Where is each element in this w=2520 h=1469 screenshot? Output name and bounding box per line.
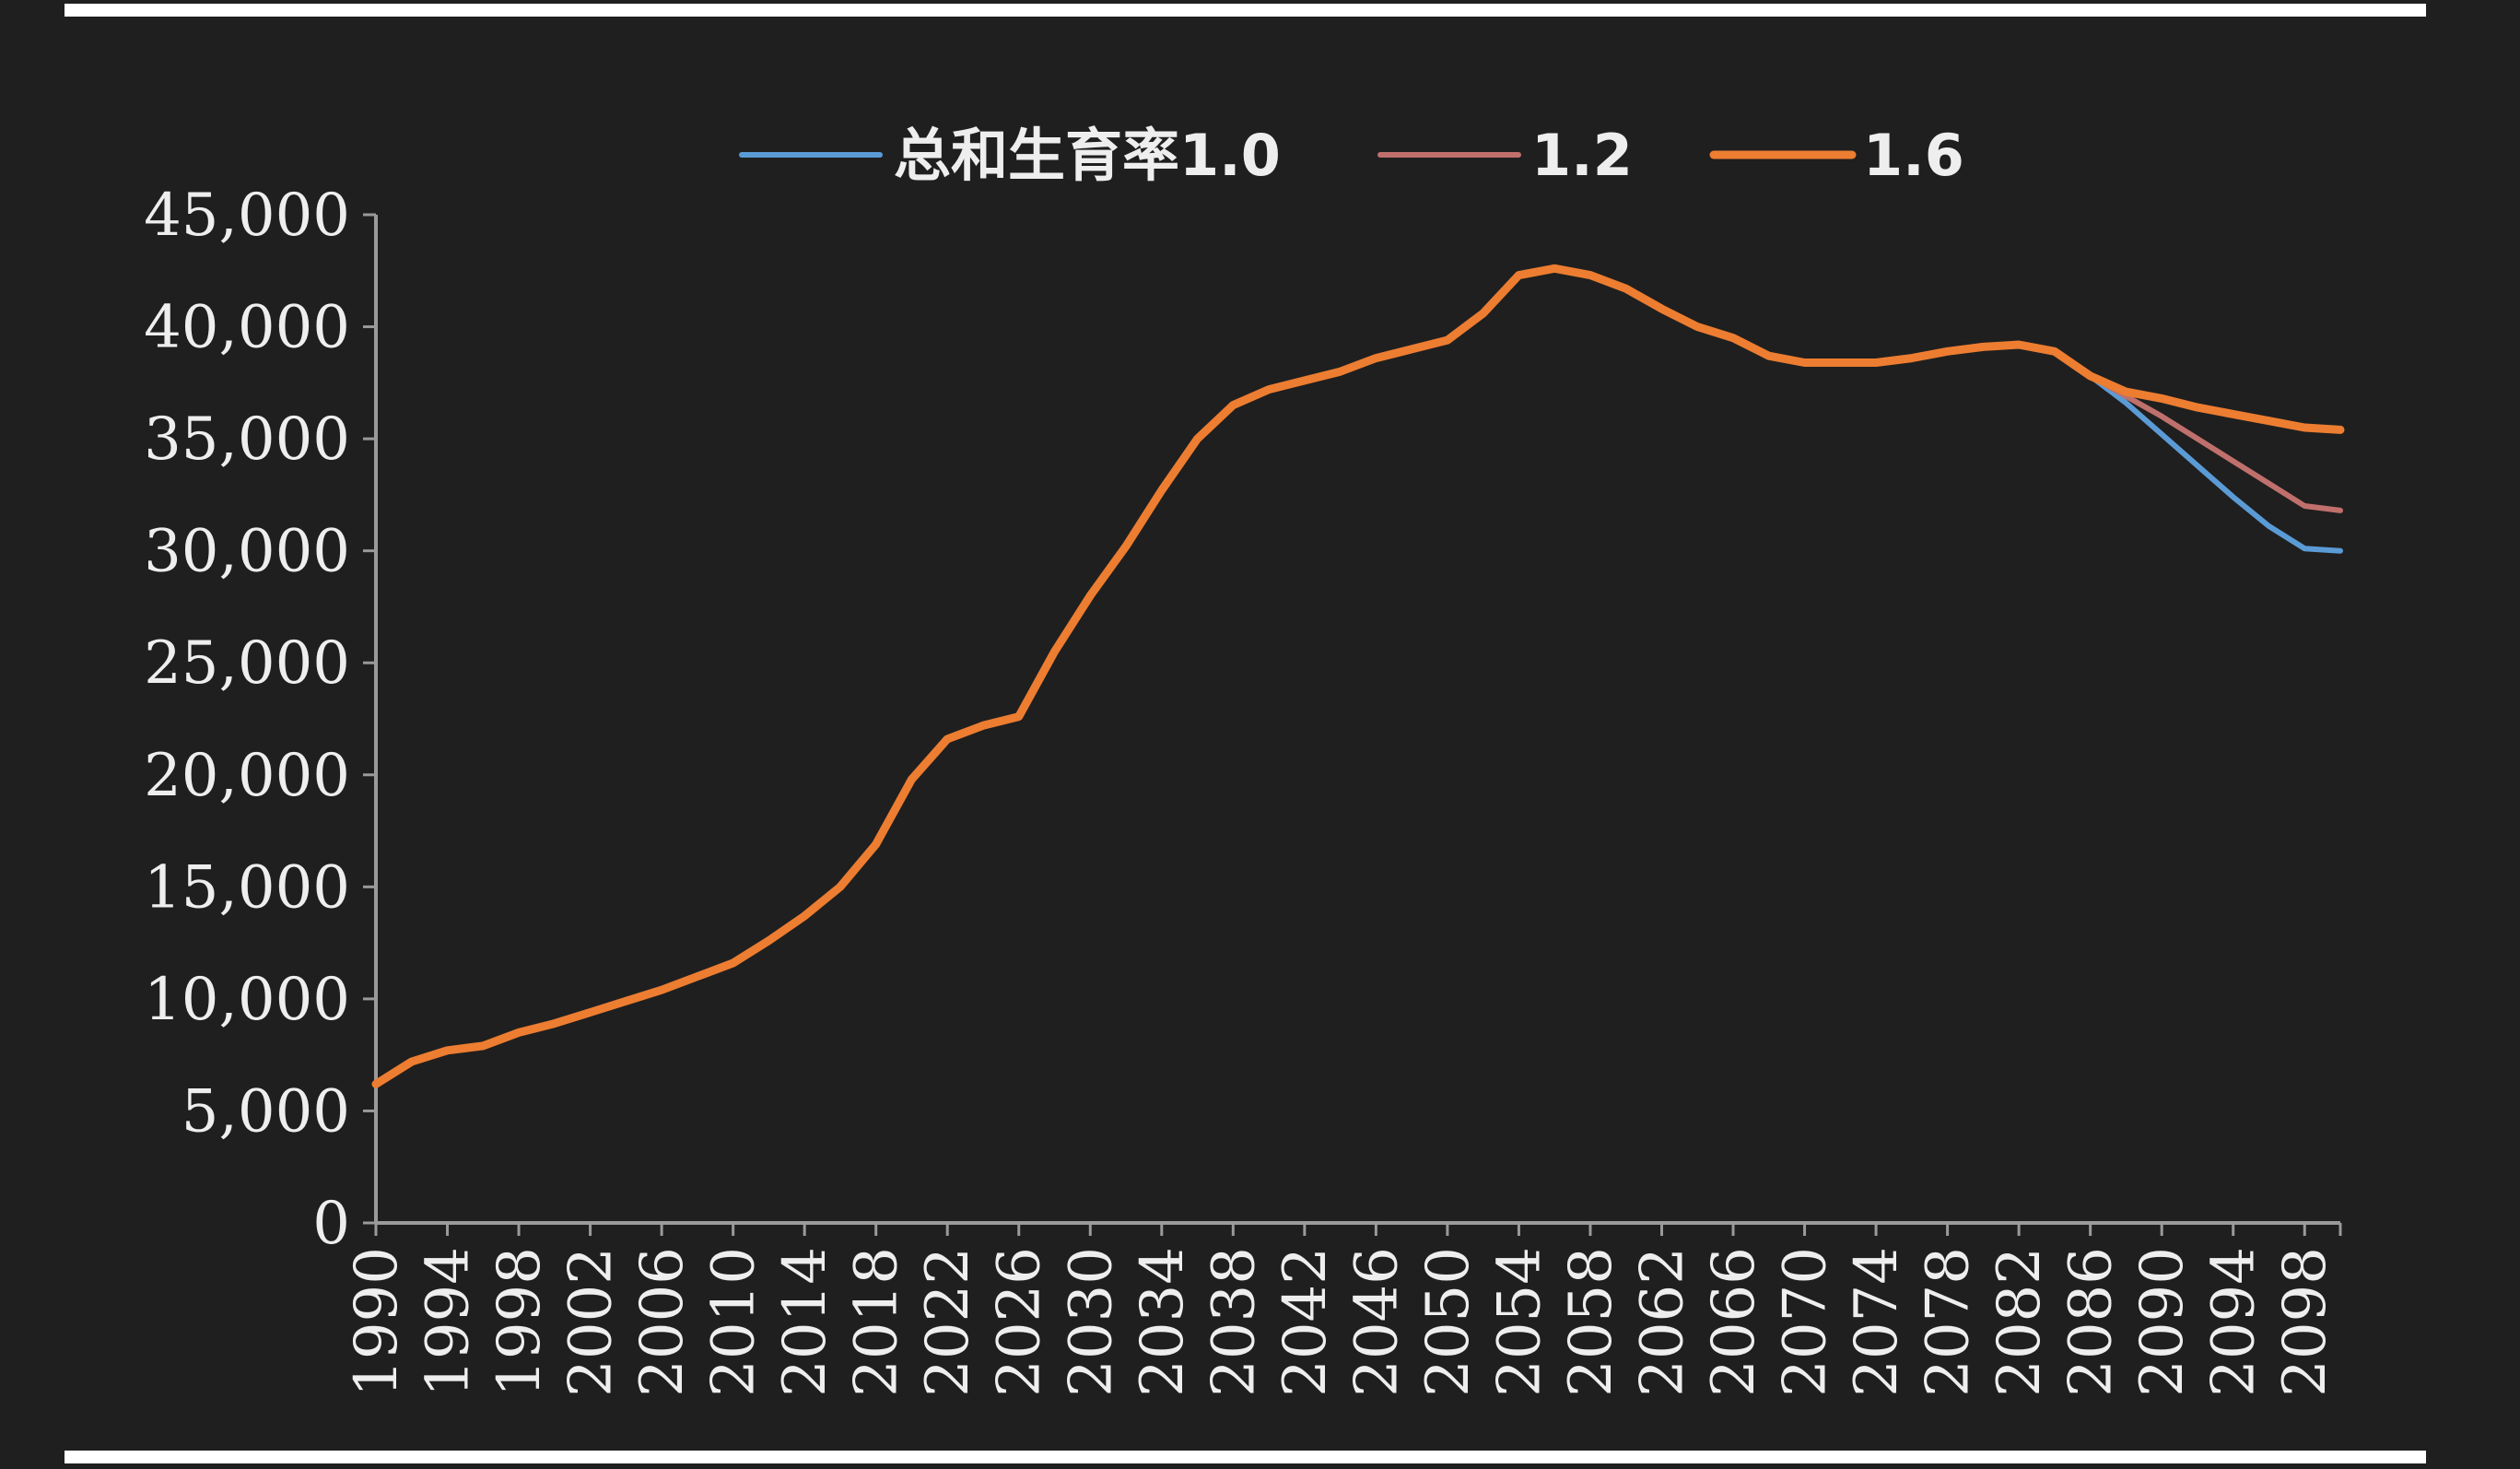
bottom-border-line xyxy=(64,1451,2426,1463)
x-tick-label: 2070 xyxy=(1772,1247,1840,1397)
legend-label-3: 1.6 xyxy=(1863,122,1964,189)
x-tick-label: 2074 xyxy=(1843,1247,1911,1397)
legend-label-2: 1.2 xyxy=(1531,122,1633,189)
x-tick-label: 2094 xyxy=(2200,1247,2268,1397)
series-line-3 xyxy=(371,264,2345,1088)
y-tick-label: 5,000 xyxy=(182,1077,350,1146)
y-tick-label: 0 xyxy=(312,1190,350,1258)
x-tick-label: 2058 xyxy=(1557,1247,1625,1397)
y-tick-label: 15,000 xyxy=(144,853,350,922)
x-tick-label: 2098 xyxy=(2271,1247,2339,1397)
x-tick-label: 2090 xyxy=(2128,1247,2197,1397)
x-tick-label: 2034 xyxy=(1129,1247,1197,1397)
x-tick-label: 2066 xyxy=(1700,1247,1768,1397)
x-tick-label: 2042 xyxy=(1272,1247,1340,1397)
y-tick-label: 40,000 xyxy=(144,294,350,362)
axes: 0 5,000 10,000 15,000 20,000 25,000 30,000 35,0… xyxy=(144,182,2342,1397)
x-tick-label: 2014 xyxy=(771,1247,839,1397)
y-tick-label: 35,000 xyxy=(144,405,350,474)
x-tick-label: 2086 xyxy=(2057,1247,2126,1397)
x-tick-label: 2050 xyxy=(1414,1247,1483,1397)
legend-label-1: 总和生育率1.0 xyxy=(894,122,1281,189)
x-tick-label: 1990 xyxy=(343,1247,411,1397)
x-tick-label: 2046 xyxy=(1342,1247,1411,1397)
x-tick-label: 1994 xyxy=(415,1247,483,1397)
x-tick-label: 2006 xyxy=(628,1247,697,1397)
x-tick-label: 2002 xyxy=(557,1247,626,1397)
legend: 总和生育率1.0 1.2 1.6 xyxy=(739,122,1964,189)
top-border-line xyxy=(64,4,2426,17)
x-tick-label: 2082 xyxy=(1986,1247,2054,1397)
x-tick-label: 2010 xyxy=(700,1247,768,1397)
x-tick-label: 2078 xyxy=(1915,1247,1983,1397)
y-tick-label: 20,000 xyxy=(144,742,350,810)
x-tick-label: 2018 xyxy=(843,1247,911,1397)
series-line-2 xyxy=(373,265,2343,1087)
x-tick-label: 2054 xyxy=(1485,1247,1553,1397)
x-tick-label: 2022 xyxy=(914,1247,982,1397)
x-tick-label: 2062 xyxy=(1628,1247,1696,1397)
x-tick-label: 1998 xyxy=(486,1247,554,1397)
y-tick-label: 10,000 xyxy=(144,966,350,1034)
y-tick-label: 25,000 xyxy=(144,629,350,698)
series-line-1 xyxy=(373,265,2343,1087)
x-tick-label: 2026 xyxy=(986,1247,1054,1397)
series-lines xyxy=(371,264,2345,1088)
x-tick-label: 2030 xyxy=(1057,1247,1125,1397)
x-tick-label: 2038 xyxy=(1200,1247,1268,1397)
y-tick-label: 30,000 xyxy=(144,518,350,586)
y-tick-label: 45,000 xyxy=(144,182,350,250)
